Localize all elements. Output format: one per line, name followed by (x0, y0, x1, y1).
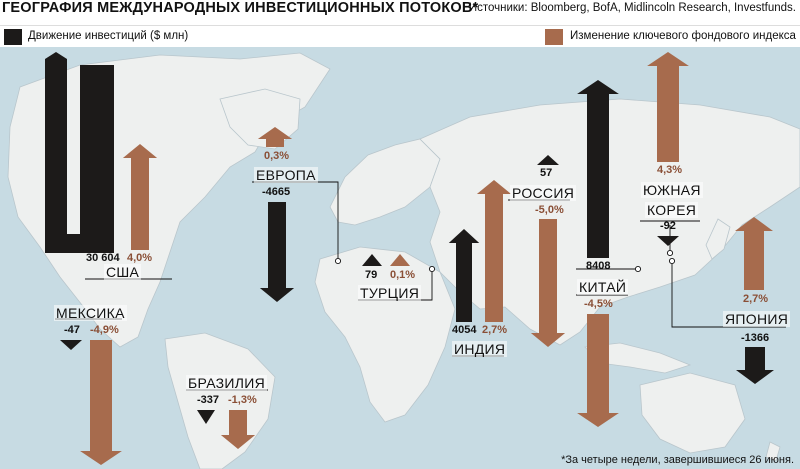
new-zealand-shape (765, 441, 781, 462)
japan-location-dot (668, 257, 676, 265)
africa-shape (314, 246, 456, 423)
japan-flow-value: -1366 (741, 332, 770, 344)
china-location-dot (634, 265, 642, 273)
korea-index-value: 4,3% (657, 164, 683, 176)
europe-index-value: 0,3% (264, 150, 290, 162)
china-index-value: -4,5% (584, 298, 613, 310)
usa-index-value: 4,0% (127, 252, 153, 264)
usa-label: США (104, 264, 142, 280)
korea-flow-value: -92 (660, 220, 676, 232)
china-index-arrow (577, 314, 619, 427)
index-legend-label: Изменение ключевого фондового индекса (570, 30, 796, 42)
china-flow-value: 8408 (586, 260, 611, 272)
turkey-index-arrow (390, 254, 410, 266)
footnote: *За четыре недели, завершившиеся 26 июня… (561, 454, 794, 466)
world-map: 30 604 4,0% США МЕКСИКА -47 -4,9% БРАЗИЛ… (0, 47, 800, 469)
europe-flow-arrow (259, 202, 295, 302)
usa-flow-value: 30 604 (86, 252, 120, 264)
usa-flow-bar (45, 52, 114, 253)
mexico-label: МЕКСИКА (54, 305, 127, 321)
korea-index-arrow (647, 52, 689, 162)
japan-index-arrow (735, 217, 773, 290)
turkey-location-dot (428, 265, 436, 273)
russia-index-value: -5,0% (535, 204, 564, 216)
india-label: ИНДИЯ (452, 341, 508, 357)
flow-legend-swatch (4, 29, 22, 45)
index-legend-swatch (545, 29, 563, 45)
map-svg (7, 52, 800, 469)
china-flow-arrow (577, 80, 619, 258)
flow-legend-label: Движение инвестиций ($ млн) (28, 30, 189, 42)
europe-label: ЕВРОПА (254, 167, 318, 183)
mexico-index-value: -4,9% (90, 324, 119, 336)
page-title: ГЕОГРАФИЯ МЕЖДУНАРОДНЫХ ИНВЕСТИЦИОННЫХ П… (2, 0, 479, 16)
japan-index-value: 2,7% (743, 293, 769, 305)
korea-location-dot (666, 249, 674, 257)
legend: Движение инвестиций ($ млн) Изменение кл… (0, 25, 800, 48)
europe-shape (329, 138, 441, 226)
japan-label: ЯПОНИЯ (723, 311, 791, 327)
korea-flow-arrow (657, 236, 679, 246)
mexico-flow-value: -47 (64, 324, 80, 336)
turkey-index-value: 0,1% (390, 269, 416, 281)
south-america-shape (164, 332, 276, 469)
sources-note: Источники: Bloomberg, BofA, Midlincoln R… (468, 2, 796, 14)
china-label: КИТАЙ (577, 279, 629, 295)
europe-flow-value: -4665 (262, 186, 291, 198)
india-index-arrow (476, 180, 512, 322)
mexico-index-arrow (80, 340, 122, 465)
australia-shape (639, 372, 746, 454)
japan-flow-arrow (736, 347, 774, 384)
mexico-flow-arrow (60, 340, 82, 350)
europe-location-dot (334, 257, 342, 265)
turkey-flow-arrow (362, 254, 382, 266)
korea-label-line-1: ЮЖНАЯ (641, 182, 703, 198)
india-flow-value: 4054 (452, 324, 477, 336)
turkey-label: ТУРЦИЯ (358, 285, 422, 301)
usa-index-arrow (122, 144, 158, 250)
brazil-flow-arrow (197, 410, 215, 424)
india-index-value: 2,7% (482, 324, 508, 336)
russia-label: РОССИЯ (510, 185, 577, 201)
india-flow-arrow (448, 229, 480, 322)
brazil-flow-value: -337 (197, 394, 220, 406)
arrows-layer (60, 52, 774, 465)
brazil-index-value: -1,3% (228, 394, 257, 406)
japan-shape (705, 218, 731, 260)
turkey-flow-value: 79 (365, 269, 378, 281)
europe-index-arrow (257, 127, 293, 147)
russia-flow-value: 57 (540, 167, 553, 179)
asia-shape (419, 98, 800, 346)
korea-label-line-2: КОРЕЯ (645, 202, 699, 218)
brazil-index-arrow (220, 410, 256, 449)
brazil-label: БРАЗИЛИЯ (186, 375, 268, 391)
russia-flow-arrow (537, 155, 559, 165)
russia-index-arrow (530, 219, 566, 347)
